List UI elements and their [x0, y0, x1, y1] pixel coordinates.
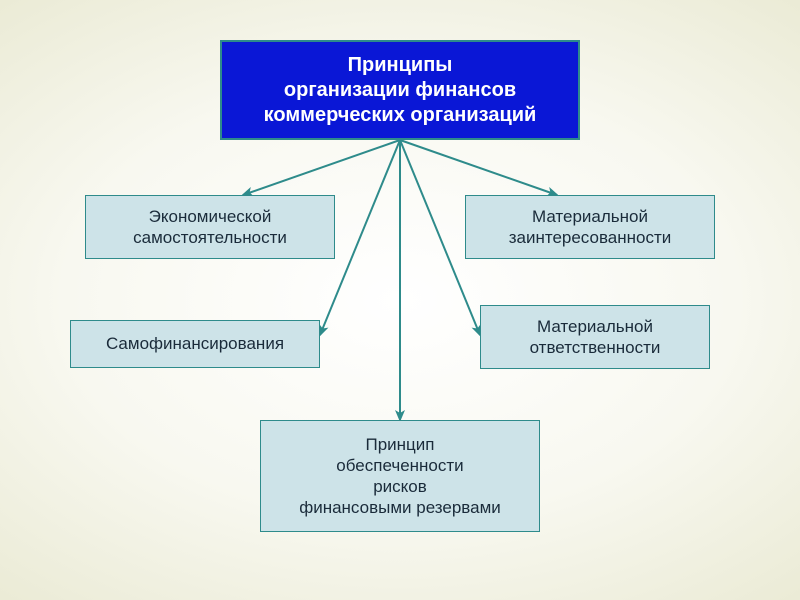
diagram-root-label: Принципы организации финансов коммерческ…	[264, 53, 537, 128]
diagram-child-node: Материальной ответственности	[480, 305, 710, 369]
diagram-child-label: Принцип обеспеченности рисков финансовым…	[299, 434, 501, 519]
diagram-child-label: Материальной ответственности	[530, 316, 661, 359]
connector-arrow	[400, 140, 557, 195]
diagram-root-node: Принципы организации финансов коммерческ…	[220, 40, 580, 140]
diagram-child-label: Материальной заинтересованности	[509, 206, 672, 249]
connector-arrow	[243, 140, 400, 195]
diagram-child-label: Экономической самостоятельности	[133, 206, 287, 249]
diagram-child-node: Экономической самостоятельности	[85, 195, 335, 259]
diagram-child-node: Самофинансирования	[70, 320, 320, 368]
diagram-child-node: Материальной заинтересованности	[465, 195, 715, 259]
diagram-child-node: Принцип обеспеченности рисков финансовым…	[260, 420, 540, 532]
diagram-child-label: Самофинансирования	[106, 333, 284, 354]
